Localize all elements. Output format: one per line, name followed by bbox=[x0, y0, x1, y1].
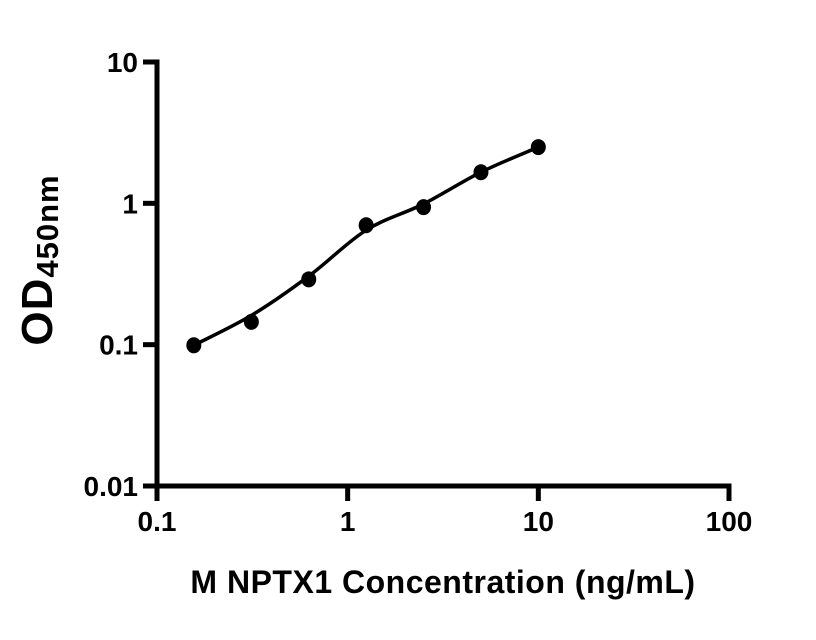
data-point bbox=[473, 164, 489, 181]
data-point bbox=[416, 199, 432, 216]
x-tick-label: 10 bbox=[523, 506, 554, 537]
y-axis-title-main: OD bbox=[13, 277, 62, 346]
data-point bbox=[530, 139, 546, 156]
y-tick-label: 0.01 bbox=[84, 471, 139, 502]
data-point bbox=[243, 313, 259, 330]
x-tick-label: 0.1 bbox=[138, 506, 177, 537]
x-axis-title: M NPTX1 Concentration (ng/mL) bbox=[190, 564, 696, 600]
y-tick-label: 10 bbox=[107, 47, 138, 78]
x-tick-label: 100 bbox=[706, 506, 753, 537]
x-tick-label: 1 bbox=[340, 506, 356, 537]
data-point bbox=[186, 337, 202, 354]
y-tick-label: 1 bbox=[122, 188, 138, 219]
y-axis-title-subscript: 450nm bbox=[30, 174, 65, 278]
y-axis-title: OD450nm bbox=[13, 174, 65, 346]
data-point bbox=[358, 217, 374, 234]
data-point bbox=[301, 271, 317, 288]
y-tick-label: 0.1 bbox=[99, 330, 138, 361]
